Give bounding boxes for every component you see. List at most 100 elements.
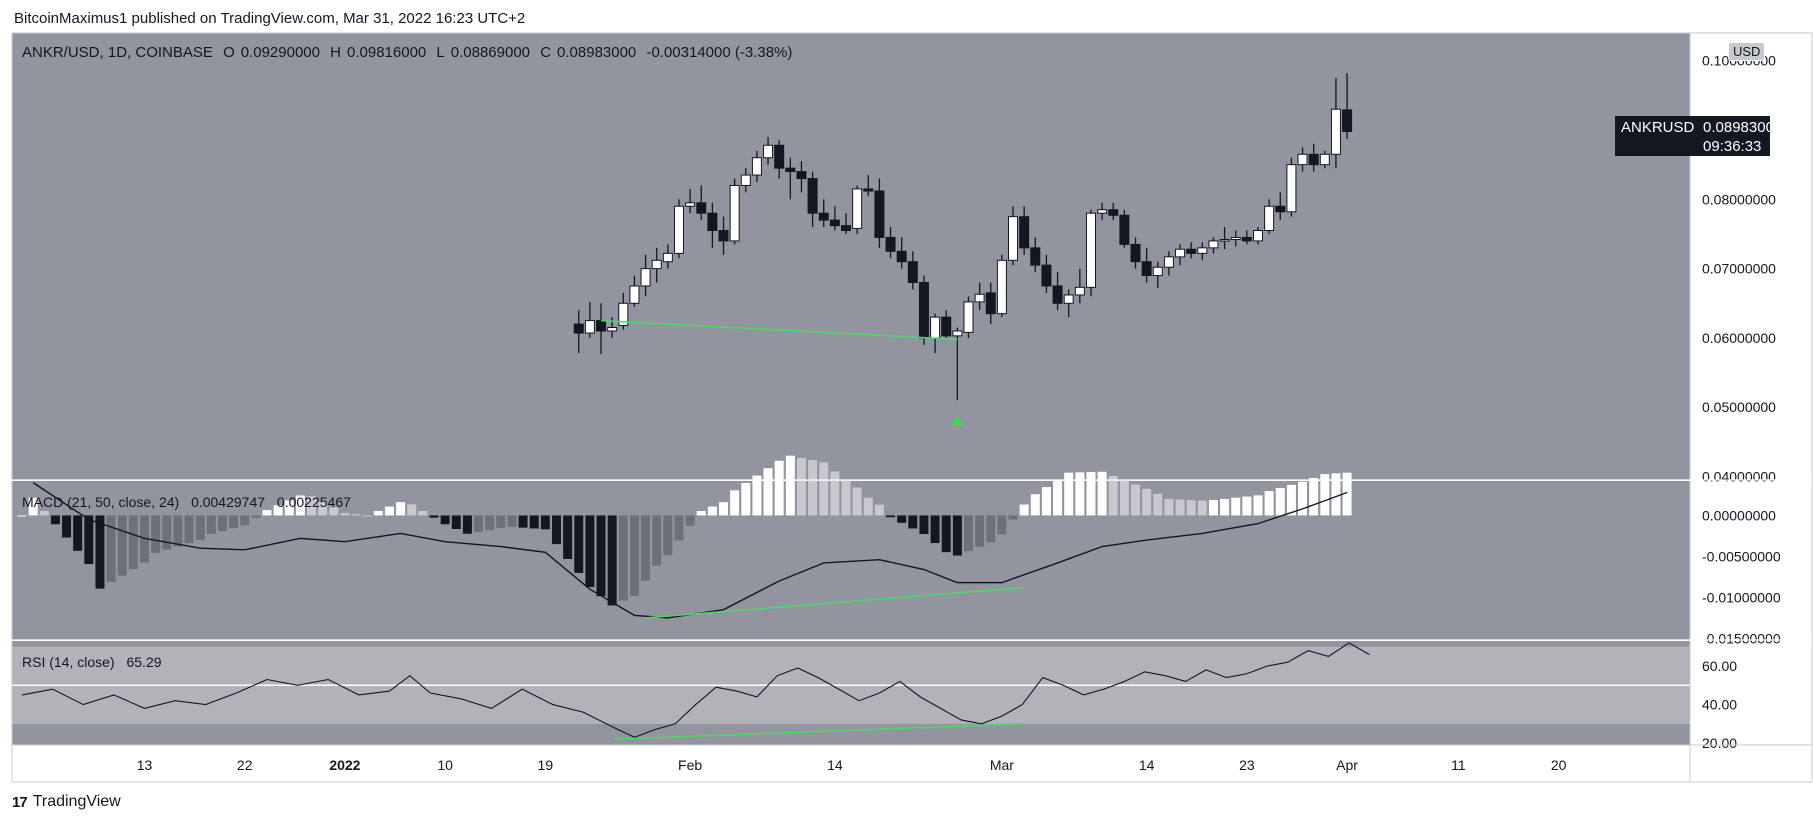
rsi-line: [21, 642, 1370, 738]
macd-histogram-bar: [618, 515, 628, 601]
macd-histogram-bar: [184, 515, 194, 544]
candle-body: [952, 330, 963, 337]
high-label: H: [330, 44, 341, 61]
macd-histogram-bar: [763, 468, 773, 516]
macd-histogram-bar: [1075, 472, 1085, 516]
candle-body: [584, 320, 595, 334]
macd-histogram-bar: [474, 515, 484, 532]
price-axis-label: 0.07000000: [1702, 261, 1776, 277]
macd-histogram-bar: [1175, 499, 1185, 516]
currency-badge[interactable]: USD: [1728, 42, 1766, 61]
macd-histogram-bar: [273, 505, 283, 516]
macd-histogram-bar: [1220, 498, 1230, 516]
macd-axis-label: -0.00500000: [1702, 548, 1781, 564]
macd-histogram-bar: [652, 515, 662, 566]
chart-canvas[interactable]: 0.04000000 0.05000000 0.06000000 0.07000000…: [0, 0, 1813, 790]
ohlc-legend: ANKR/USD, 1D, COINBASE O 0.09290000 H 0.09…: [22, 44, 798, 61]
candle-body: [1208, 240, 1219, 249]
candle-body: [1152, 266, 1163, 277]
macd-histogram-bar: [1253, 495, 1263, 516]
price-divergence-line: [600, 319, 958, 341]
candle-body: [1197, 247, 1208, 254]
macd-histogram-bar: [551, 515, 561, 545]
macd-histogram-bar: [641, 515, 651, 581]
time-axis-label: 14: [827, 757, 843, 773]
candle-body: [1008, 216, 1019, 261]
macd-histogram-bar: [62, 515, 72, 538]
macd-histogram-bar: [1041, 487, 1051, 516]
macd-histogram-bar: [240, 515, 250, 526]
rsi-axis-label: 40.00: [1702, 697, 1737, 713]
candle-body: [607, 327, 618, 332]
macd-histogram-bar: [529, 515, 539, 529]
macd-axis-label: -0.01500000: [1702, 630, 1781, 646]
macd-histogram-bar: [84, 515, 94, 565]
candle-body: [740, 174, 751, 186]
macd-histogram-bar: [1208, 500, 1218, 516]
macd-histogram-bar: [986, 515, 996, 543]
macd-histogram-bar: [251, 515, 261, 518]
rsi-axis-label: 20.00: [1702, 735, 1737, 751]
macd-histogram-bar: [719, 502, 729, 516]
macd-histogram-bar: [440, 515, 450, 525]
candle-body: [863, 188, 874, 192]
time-axis-label: 10: [437, 757, 453, 773]
candle-body: [1342, 109, 1353, 132]
candle-body: [974, 293, 985, 303]
candle-body: [718, 230, 729, 242]
macd-histogram-bar: [1053, 480, 1063, 516]
candle-body: [1264, 205, 1275, 232]
candle-body: [685, 202, 696, 207]
candle-body: [963, 301, 974, 333]
macd-histogram-bar: [852, 487, 862, 516]
tradingview-logo-icon: 17: [12, 793, 28, 811]
candle-body: [1253, 230, 1263, 242]
candle-body: [729, 184, 740, 242]
open-label: O: [223, 44, 235, 61]
macd-histogram-bar: [1164, 498, 1174, 516]
candle-body: [763, 144, 774, 159]
macd-histogram-bar: [629, 515, 639, 596]
candle-body: [1319, 153, 1330, 166]
footer: 17 TradingView: [12, 793, 121, 811]
candle-body: [941, 316, 952, 337]
low-value: 0.08869000: [450, 44, 531, 61]
candle-body: [1330, 108, 1341, 155]
macd-histogram-bar: [886, 515, 896, 518]
last-price: 0.08983000: [1703, 119, 1783, 136]
ticker-tag: ANKRUSD: [1621, 119, 1695, 136]
candle-body: [673, 205, 684, 254]
candle-body: [996, 259, 1007, 315]
candle-body: [596, 320, 607, 332]
rsi-value: 65.29: [126, 654, 162, 670]
candle-body: [1286, 164, 1297, 213]
macd-histogram-bar: [707, 506, 717, 516]
candle-body: [841, 225, 851, 232]
macd-histogram-bar: [752, 475, 762, 516]
candle-body: [1019, 216, 1030, 249]
rsi-label: RSI (14, close): [22, 654, 115, 670]
time-axis-label: 23: [1239, 757, 1255, 773]
macd-histogram-bar: [1186, 500, 1196, 516]
rsi-axis-label: 60.00: [1702, 658, 1737, 674]
macd-histogram-bar: [1142, 488, 1152, 516]
macd-histogram-bar: [485, 515, 495, 530]
candle-body: [1085, 212, 1096, 288]
macd-histogram-bar: [1231, 497, 1241, 516]
candle-body: [573, 323, 584, 334]
candle-body: [1186, 248, 1197, 254]
tradingview-brand: TradingView: [32, 793, 121, 810]
candle-body: [785, 167, 796, 173]
macd-label: MACD (21, 50, close, 24): [22, 494, 180, 510]
macd-histogram-bar: [863, 497, 873, 516]
candle-body: [618, 302, 629, 326]
macd-histogram-bar: [596, 515, 606, 597]
macd-histogram-bar: [607, 515, 617, 606]
macd-histogram-bar: [507, 515, 517, 527]
macd-histogram-bar: [1097, 471, 1107, 516]
change-value: -0.00314000 (-3.38%): [646, 44, 793, 61]
candle-body: [1163, 256, 1174, 268]
candle-body: [852, 188, 863, 229]
candle-body: [1130, 243, 1141, 263]
macd-histogram-bar: [1030, 494, 1040, 516]
